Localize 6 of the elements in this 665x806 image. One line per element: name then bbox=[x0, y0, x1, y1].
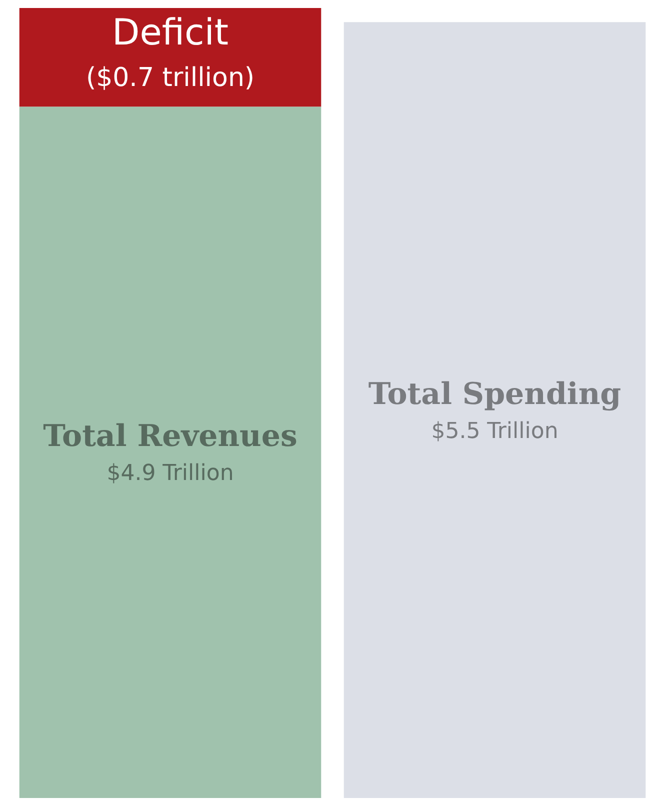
data-label: $5.5 Trillion bbox=[431, 418, 558, 444]
series-label: Total Spending bbox=[368, 376, 622, 412]
data-label: $4.9 Trillion bbox=[106, 461, 234, 486]
series-label: Deficit bbox=[112, 12, 228, 54]
data-label: ($0.7 trillion) bbox=[86, 63, 255, 94]
series-label: Total Revenues bbox=[43, 419, 298, 454]
